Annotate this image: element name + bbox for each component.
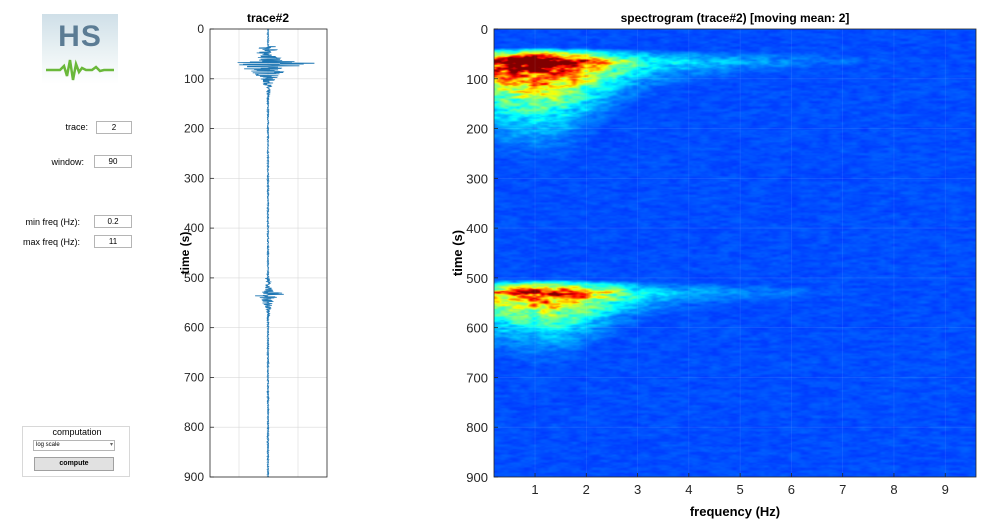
spectrogram-y-tick-label: 500 — [466, 271, 488, 286]
max-freq-label: max freq (Hz): — [22, 237, 80, 247]
scale-dropdown-value: log scale — [36, 442, 60, 448]
spectrogram-y-tick-label: 300 — [466, 171, 488, 186]
spectrogram-x-tick-label: 3 — [634, 482, 641, 497]
compute-button[interactable]: compute — [34, 457, 114, 471]
spectrogram-x-tick-label: 8 — [890, 482, 897, 497]
spectrogram-y-tick-label: 400 — [466, 221, 488, 236]
trace-y-tick-label: 700 — [184, 370, 204, 384]
spectrogram-xlabel: frequency (Hz) — [690, 504, 780, 519]
min-freq-input[interactable] — [94, 215, 132, 228]
spectrogram-x-tick-label: 6 — [788, 482, 795, 497]
window-label: window: — [51, 157, 84, 167]
computation-panel: computation log scale ▾ compute — [22, 426, 130, 477]
trace-y-tick-label: 800 — [184, 420, 204, 434]
trace-y-tick-label: 200 — [184, 122, 204, 136]
max-freq-input[interactable] — [94, 235, 132, 248]
trace-y-tick-label: 500 — [184, 271, 204, 285]
spectrogram-x-tick-label: 2 — [583, 482, 590, 497]
trace-y-tick-label: 400 — [184, 221, 204, 235]
spectrogram-y-tick-label: 700 — [466, 370, 488, 385]
spectrogram-x-tick-label: 1 — [531, 482, 538, 497]
trace-plot-frame — [209, 28, 328, 478]
hs-logo: HS — [42, 14, 118, 84]
spectrogram-x-tick-label: 9 — [942, 482, 949, 497]
trace-y-tick-label: 100 — [184, 72, 204, 86]
spectrogram-image — [494, 29, 976, 477]
trace-y-tick-label: 300 — [184, 171, 204, 185]
spectrogram-y-tick-label: 100 — [466, 72, 488, 87]
spectrogram-y-tick-label: 200 — [466, 122, 488, 137]
spectrogram-y-tick-label: 800 — [466, 420, 488, 435]
trace-y-tick-label: 900 — [184, 470, 204, 484]
chevron-down-icon: ▾ — [109, 442, 113, 448]
min-freq-label: min freq (Hz): — [25, 217, 80, 227]
trace-y-tick-label: 600 — [184, 321, 204, 335]
spectrogram-y-tick-label: 600 — [466, 321, 488, 336]
spectrogram-y-tick-label: 0 — [481, 22, 488, 37]
spectrogram-x-tick-label: 4 — [685, 482, 692, 497]
spectrogram-title: spectrogram (trace#2) [moving mean: 2] — [621, 11, 850, 25]
logo-text: HS — [58, 20, 102, 53]
trace-label: trace: — [65, 122, 88, 132]
trace-plot-ylabel: time (s) — [178, 232, 192, 275]
seismic-wave-icon — [46, 59, 114, 81]
trace-input[interactable] — [96, 121, 132, 134]
window-input[interactable] — [94, 155, 132, 168]
scale-dropdown[interactable]: log scale ▾ — [33, 440, 115, 451]
computation-title: computation — [52, 427, 102, 437]
trace-y-tick-label: 0 — [197, 22, 204, 36]
spectrogram-ylabel: time (s) — [450, 230, 465, 276]
spectrogram-x-tick-label: 7 — [839, 482, 846, 497]
spectrogram-x-tick-label: 5 — [737, 482, 744, 497]
trace-waveform — [237, 28, 315, 478]
trace-plot-title: trace#2 — [247, 11, 289, 25]
spectrogram-y-tick-label: 900 — [466, 470, 488, 485]
